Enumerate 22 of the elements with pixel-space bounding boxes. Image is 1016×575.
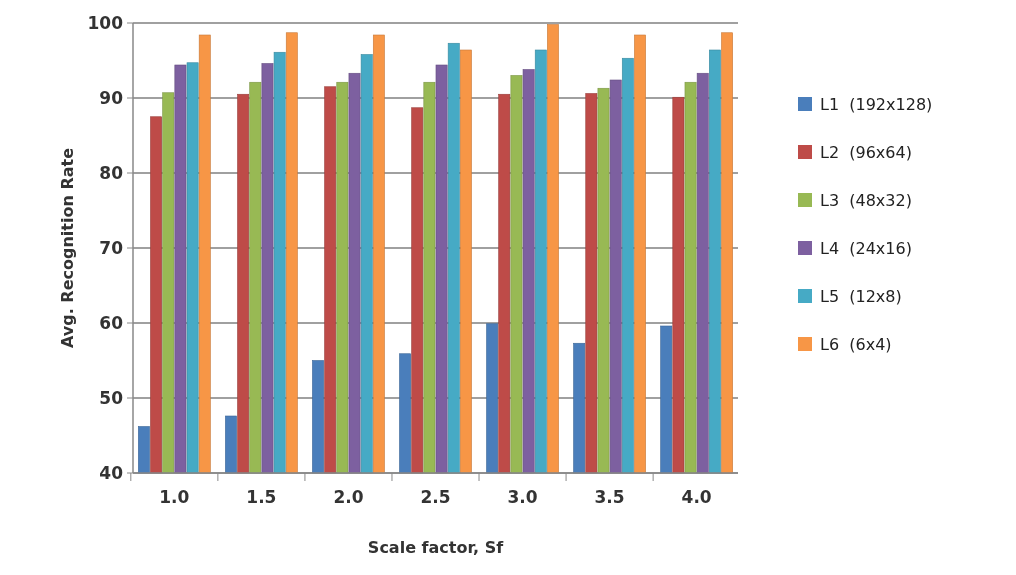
x-tick-label: 1.5 xyxy=(246,487,277,507)
y-tick-label: 60 xyxy=(99,312,124,333)
legend-label: L2 (96x64) xyxy=(820,142,912,162)
legend-label: L6 (6x4) xyxy=(820,334,892,354)
y-tick-label: 70 xyxy=(99,237,124,258)
x-tick-label: 3.5 xyxy=(594,487,625,507)
x-tick-label: 1.0 xyxy=(159,487,190,507)
y-axis-title: Avg. Recognition Rate xyxy=(58,147,77,349)
legend-label: L4 (24x16) xyxy=(820,238,912,258)
x-tick-label: 2.5 xyxy=(420,487,451,507)
y-tick-label: 90 xyxy=(99,87,124,108)
x-tick-label: 4.0 xyxy=(681,487,712,507)
x-tick-label: 2.0 xyxy=(333,487,364,507)
legend-label: L5 (12x8) xyxy=(820,286,902,306)
y-tick-label: 50 xyxy=(99,387,124,408)
legend-label: L3 (48x32) xyxy=(820,190,912,210)
x-axis-title: Scale factor, Sf xyxy=(367,538,505,557)
y-tick-label: 40 xyxy=(99,462,124,483)
x-tick-label: 3.0 xyxy=(507,487,538,507)
legend-label: L1 (192x128) xyxy=(820,94,933,114)
y-tick-label: 100 xyxy=(87,12,124,33)
y-tick-label: 80 xyxy=(99,162,124,183)
